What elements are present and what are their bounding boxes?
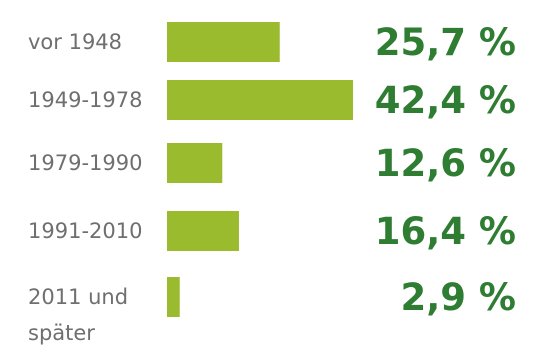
value-label-1: 42,4 % [375, 79, 516, 122]
category-label-4-line-0: 2011 und [28, 285, 128, 309]
value-label-2: 12,6 % [375, 142, 516, 185]
category-label-4-line-1: später [28, 321, 95, 345]
bar-3 [167, 211, 239, 251]
value-labels-group: 25,7 % 42,4 % 12,6 % 16,4 % 2,9 % [375, 21, 516, 319]
category-label-0: vor 1948 [28, 30, 122, 54]
value-label-0: 25,7 % [375, 21, 516, 64]
bar-0 [167, 22, 280, 62]
category-label-1: 1949-1978 [28, 88, 142, 112]
value-label-4: 2,9 % [401, 276, 517, 319]
bars-group [167, 22, 353, 317]
value-label-3: 16,4 % [375, 210, 516, 253]
bar-1 [167, 80, 353, 120]
category-labels-group: vor 1948 1949-1978 1979-1990 1991-2010 2011 … [28, 30, 142, 345]
bar-4 [167, 277, 180, 317]
bar-2 [167, 143, 223, 183]
category-label-2: 1979-1990 [28, 151, 142, 175]
category-label-3: 1991-2010 [28, 219, 142, 243]
